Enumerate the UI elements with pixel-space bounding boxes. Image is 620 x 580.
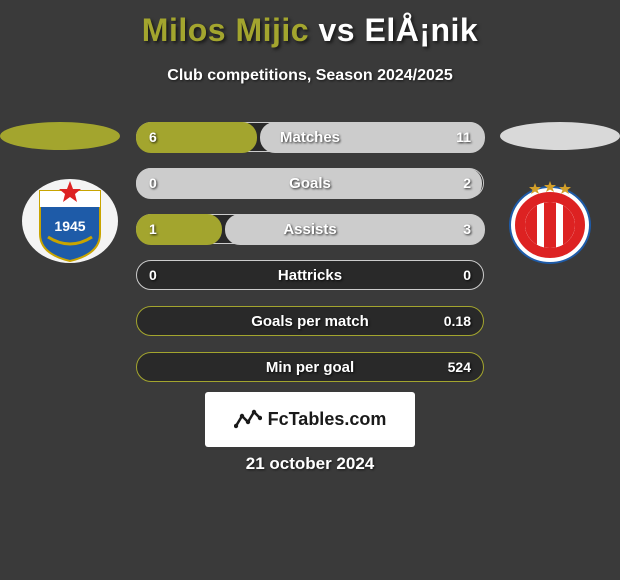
- stat-row: 524Min per goal: [136, 352, 484, 382]
- stat-label: Assists: [137, 215, 483, 243]
- stat-label: Goals per match: [137, 307, 483, 335]
- stat-row: 00Hattricks: [136, 260, 484, 290]
- page-title: Milos Mijic vs ElÅ¡nik: [0, 0, 620, 49]
- comparison-card: Milos Mijic vs ElÅ¡nik Club competitions…: [0, 0, 620, 580]
- stat-label: Goals: [137, 169, 483, 197]
- spartak-crest-icon: 1945: [20, 179, 120, 264]
- stat-row: 13Assists: [136, 214, 484, 244]
- subtitle: Club competitions, Season 2024/2025: [0, 67, 620, 85]
- title-player2: ElÅ¡nik: [364, 12, 478, 48]
- date-text: 21 october 2024: [0, 454, 620, 474]
- club-crest-right: [500, 179, 600, 264]
- stats-area: 611Matches 02Goals 13Assists 00Hattricks 0.1…: [136, 122, 484, 398]
- source-badge-text: FcTables.com: [268, 409, 387, 430]
- title-player1: Milos Mijic: [142, 12, 309, 48]
- player2-ellipse: [500, 122, 620, 150]
- stat-row: 02Goals: [136, 168, 484, 198]
- stat-label: Min per goal: [137, 353, 483, 381]
- stat-row: 0.18Goals per match: [136, 306, 484, 336]
- crvena-zvezda-crest-icon: [500, 179, 600, 264]
- club-crest-left: 1945: [20, 179, 120, 264]
- stat-row: 611Matches: [136, 122, 484, 152]
- svg-text:1945: 1945: [54, 218, 85, 234]
- stat-label: Matches: [137, 123, 483, 151]
- stat-label: Hattricks: [137, 261, 483, 289]
- chart-icon: [234, 406, 262, 434]
- title-vs: vs: [318, 12, 355, 48]
- source-badge: FcTables.com: [205, 392, 415, 447]
- player1-ellipse: [0, 122, 120, 150]
